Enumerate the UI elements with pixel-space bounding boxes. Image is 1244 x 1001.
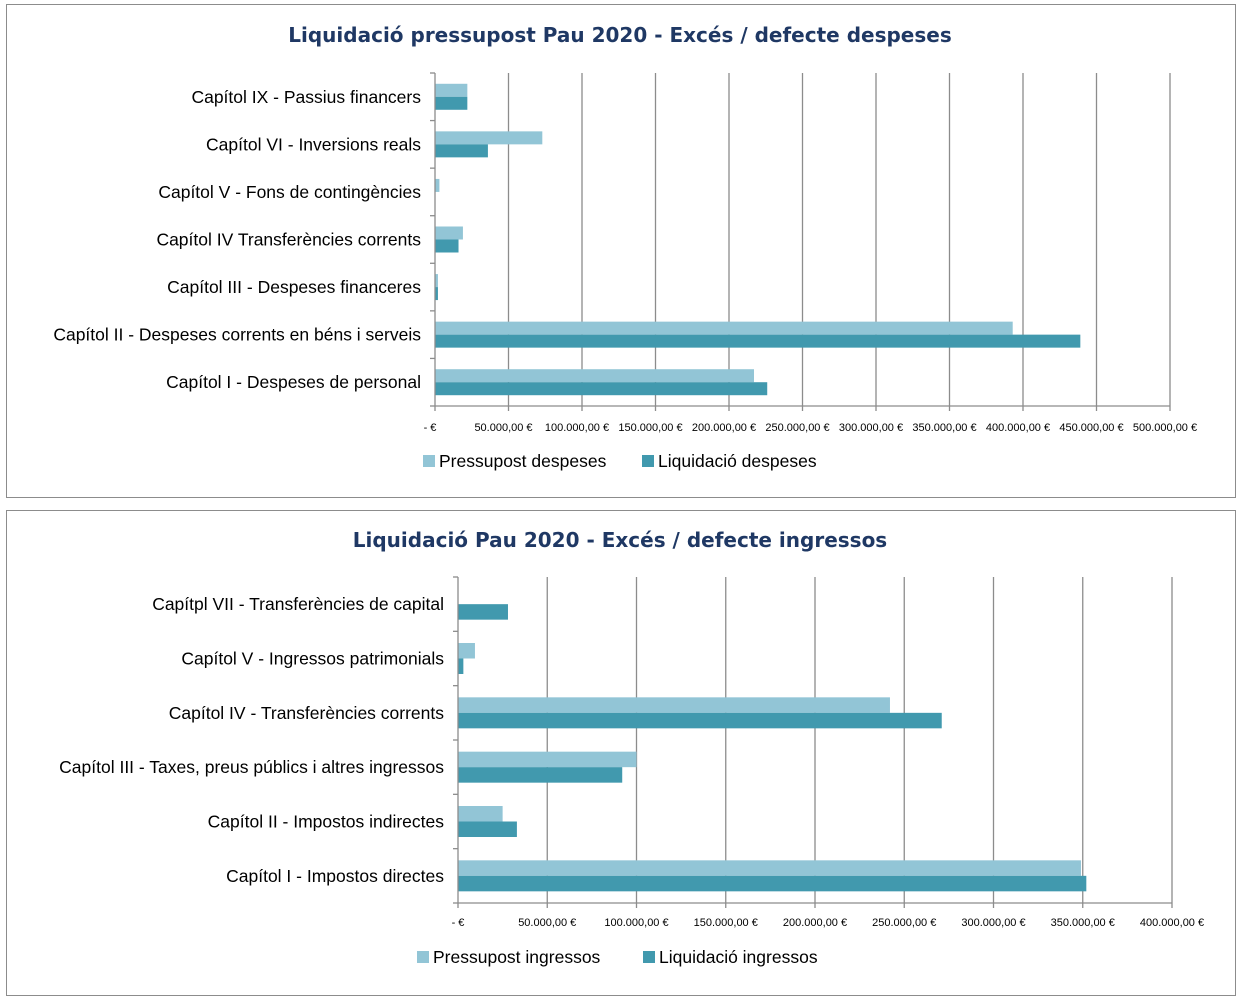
expenses-bar-actual-0 bbox=[435, 96, 468, 110]
expenses-chart-title: Liquidació pressupost Pau 2020 - Excés /… bbox=[288, 23, 951, 47]
expenses-tick-label: 350.000,00 € bbox=[912, 422, 976, 434]
revenues-bar-actual-2 bbox=[458, 712, 942, 729]
expenses-tick-label: 400.000,00 € bbox=[986, 422, 1050, 434]
expenses-bar-budget-6 bbox=[435, 369, 754, 383]
expenses-bar-actual-5 bbox=[435, 334, 1081, 348]
revenues-bar-actual-3 bbox=[458, 767, 623, 783]
expenses-tick-label: 200.000,00 € bbox=[692, 422, 756, 434]
expenses-category-label: Capítol VI - Inversions reals bbox=[206, 134, 421, 154]
expenses-category-label: Capítol II - Despeses corrents en béns i… bbox=[53, 325, 421, 345]
revenues-tick-label: 400.000,00 € bbox=[1140, 917, 1204, 929]
revenues-category-label: Capítol V - Ingressos patrimonials bbox=[181, 649, 444, 669]
revenues-category-label: Capítol IV - Transferències corrents bbox=[169, 703, 444, 723]
revenues-chart: Liquidació Pau 2020 - Excés / defecte in… bbox=[59, 528, 1204, 967]
revenues-category-label: Capítol III - Taxes, preus públics i alt… bbox=[59, 757, 444, 777]
revenues-bar-actual-5 bbox=[458, 875, 1087, 892]
expenses-category-label: Capítol IX - Passius financers bbox=[191, 87, 421, 107]
expenses-tick-label: 250.000,00 € bbox=[765, 422, 829, 434]
expenses-tick-label: 300.000,00 € bbox=[839, 422, 903, 434]
expenses-tick-label: 50.000,00 € bbox=[474, 422, 532, 434]
expenses-bar-actual-4 bbox=[435, 287, 438, 301]
revenues-category-label: Capítol II - Impostos indirectes bbox=[208, 812, 445, 832]
revenues-bar-actual-1 bbox=[458, 658, 464, 674]
expenses-bar-budget-0 bbox=[435, 83, 468, 97]
revenues-tick-label: - € bbox=[452, 917, 465, 929]
revenues-legend-label: Liquidació ingressos bbox=[659, 947, 818, 967]
expenses-legend-label: Pressupost despeses bbox=[439, 451, 607, 471]
revenues-tick-label: 350.000,00 € bbox=[1051, 917, 1115, 929]
expenses-chart: Liquidació pressupost Pau 2020 - Excés /… bbox=[53, 23, 1197, 471]
revenues-bar-budget-2 bbox=[458, 697, 890, 713]
expenses-tick-label: 500.000,00 € bbox=[1133, 422, 1197, 434]
expenses-bar-budget-3 bbox=[435, 226, 463, 240]
revenues-category-label: Capítol I - Impostos directes bbox=[226, 866, 444, 886]
expenses-tick-label: - € bbox=[424, 422, 437, 434]
expenses-bar-actual-6 bbox=[435, 382, 768, 396]
expenses-legend-swatch-1 bbox=[642, 455, 654, 467]
expenses-category-label: Capítol V - Fons de contingències bbox=[158, 182, 421, 202]
revenues-legend-label: Pressupost ingressos bbox=[433, 947, 601, 967]
expenses-category-label: Capítol IV Transferències corrents bbox=[156, 230, 421, 250]
expenses-bar-budget-1 bbox=[435, 131, 543, 145]
revenues-bar-actual-0 bbox=[458, 604, 508, 620]
expenses-tick-label: 100.000,00 € bbox=[545, 422, 609, 434]
expenses-legend-swatch-0 bbox=[423, 455, 435, 467]
revenues-tick-label: 150.000,00 € bbox=[694, 917, 758, 929]
revenues-tick-label: 50.000,00 € bbox=[518, 917, 576, 929]
expenses-chart-panel: Liquidació pressupost Pau 2020 - Excés /… bbox=[6, 4, 1236, 498]
revenues-bar-actual-4 bbox=[458, 821, 517, 837]
revenues-tick-label: 300.000,00 € bbox=[961, 917, 1025, 929]
revenues-bar-budget-1 bbox=[458, 643, 475, 659]
revenues-bar-budget-4 bbox=[458, 806, 503, 822]
revenues-legend-swatch-0 bbox=[417, 951, 429, 963]
revenues-chart-panel: Liquidació Pau 2020 - Excés / defecte in… bbox=[6, 510, 1236, 996]
revenues-tick-label: 200.000,00 € bbox=[783, 917, 847, 929]
expenses-bar-budget-5 bbox=[435, 321, 1013, 335]
expenses-bar-actual-3 bbox=[435, 239, 459, 253]
expenses-category-label: Capítol I - Despeses de personal bbox=[166, 372, 421, 392]
revenues-category-label: Capítpl VII - Transferències de capital bbox=[152, 594, 444, 614]
expenses-tick-label: 450.000,00 € bbox=[1059, 422, 1123, 434]
revenues-legend-swatch-1 bbox=[643, 951, 655, 963]
expenses-legend-label: Liquidació despeses bbox=[658, 451, 817, 471]
revenues-chart-title: Liquidació Pau 2020 - Excés / defecte in… bbox=[353, 528, 887, 552]
revenues-tick-label: 250.000,00 € bbox=[872, 917, 936, 929]
revenues-tick-label: 100.000,00 € bbox=[604, 917, 668, 929]
expenses-tick-label: 150.000,00 € bbox=[618, 422, 682, 434]
expenses-bar-budget-4 bbox=[435, 274, 438, 288]
expenses-bar-actual-1 bbox=[435, 144, 488, 158]
revenues-bar-budget-5 bbox=[458, 860, 1081, 876]
expenses-bar-budget-2 bbox=[435, 178, 440, 192]
revenues-bar-budget-3 bbox=[458, 751, 637, 768]
expenses-category-label: Capítol III - Despeses financeres bbox=[167, 277, 421, 297]
